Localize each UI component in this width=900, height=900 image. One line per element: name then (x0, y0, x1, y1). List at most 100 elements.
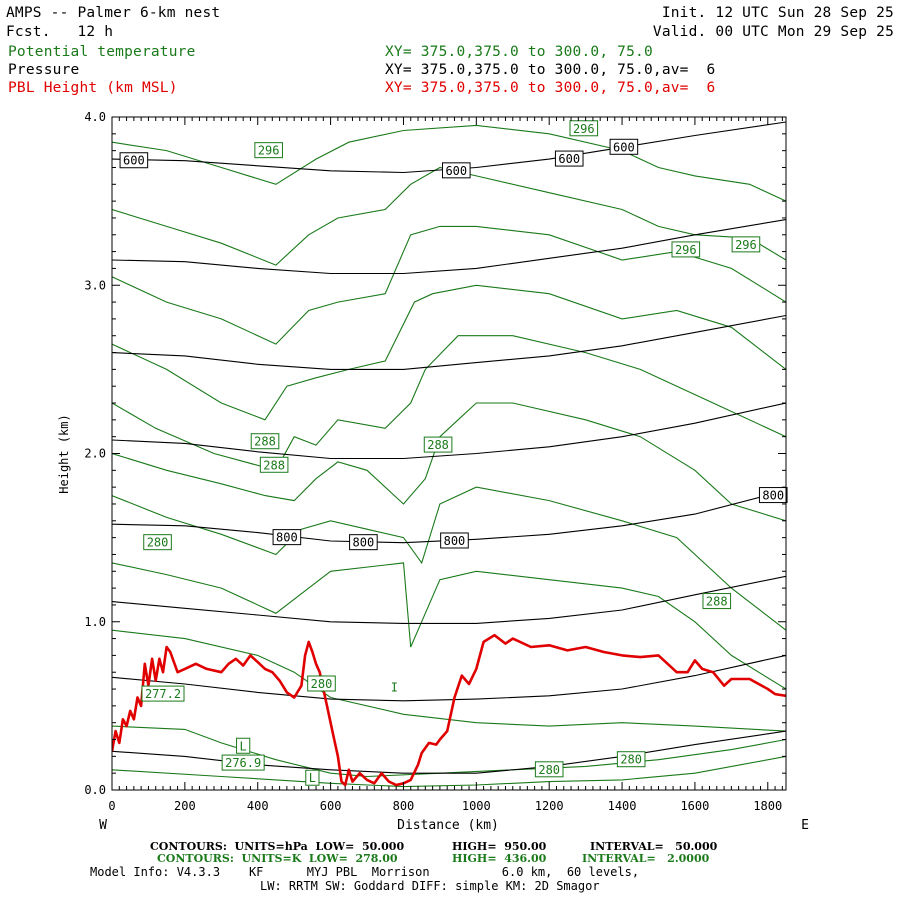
theta-label: 288 (254, 435, 276, 449)
field-xy-pbl: XY= 375.0,375.0 to 300.0, 75.0,av= 6 (385, 80, 716, 96)
pressure-label: 800 (353, 536, 375, 550)
theta-label: 296 (675, 243, 697, 257)
theta-label-box (671, 241, 701, 258)
theta-label: 296 (573, 122, 595, 136)
footer-theta-b: HIGH= 436.00 (452, 852, 547, 865)
pressure-contour-900 (112, 654, 786, 702)
valid-time: Valid. 00 UTC Mon 29 Sep 25 (652, 24, 894, 40)
footer-theta-c: INTERVAL= 2.0000 (582, 852, 710, 865)
x-tick-label: 400 (247, 799, 269, 813)
footer-pressure-c: INTERVAL= 50.000 (590, 840, 718, 853)
pressure-label: 800 (276, 531, 298, 545)
theta-label-box (259, 456, 289, 473)
footer-physics: LW: RRTM SW: Goddard DIFF: simple KM: 2D… (260, 879, 600, 893)
y-axis-label: Height (km) (57, 414, 71, 493)
theta-contour-294 (112, 225, 786, 345)
x-tick-label: 200 (174, 799, 196, 813)
x-tick-label: 1000 (462, 799, 491, 813)
theta-label: 296 (258, 144, 280, 158)
theta-label: 288 (263, 458, 285, 472)
theta-contour-288 (112, 402, 786, 522)
theta-label: 277.2 (145, 687, 181, 701)
pressure-label: 600 (123, 154, 145, 168)
theta-contour-296 (112, 166, 786, 266)
theta-contour-278 (112, 755, 786, 788)
field-label-theta: Potential temperature (8, 44, 196, 60)
x-tick-label: 1400 (608, 799, 637, 813)
theta-label-box (254, 142, 283, 159)
theta-label-box (534, 761, 564, 778)
theta-contour-298 (112, 124, 786, 202)
y-tick-label: 1.0 (84, 615, 106, 629)
pressure-label-box (119, 152, 149, 169)
x-east-label: E (801, 818, 809, 833)
theta-contour-282 (112, 629, 786, 732)
theta-label: 280 (620, 753, 642, 767)
theta-label: 280 (311, 677, 333, 691)
x-west-label: W (99, 818, 107, 833)
footer-model-info: Model Info: V4.3.3 KF MYJ PBL Morrison 6… (90, 865, 640, 879)
pressure-label: 800 (762, 489, 784, 503)
x-tick-label: 0 (108, 799, 115, 813)
pressure-contour-750 (112, 402, 786, 460)
theta-label-box (731, 236, 761, 253)
theta-label: I (391, 680, 398, 694)
pressure-contour-650 (112, 219, 786, 275)
theta-label: 288 (706, 595, 728, 609)
theta-label: 280 (538, 763, 560, 777)
x-axis-label: Distance (km) (397, 818, 499, 833)
x-tick-label: 600 (320, 799, 342, 813)
y-tick-label: 0.0 (84, 783, 106, 797)
pressure-label: 600 (445, 164, 467, 178)
theta-label: L (240, 739, 247, 753)
pressure-label-box (609, 138, 639, 155)
field-xy-theta: XY= 375.0,375.0 to 300.0, 75.0 (385, 44, 653, 60)
chart-title: AMPS -- Palmer 6-km nest (6, 5, 221, 21)
footer-pressure-a: CONTOURS: UNITS=hPa LOW= 50.000 (150, 840, 405, 853)
x-tick-label: 1200 (535, 799, 564, 813)
theta-label: 288 (427, 438, 449, 452)
field-label-pressure: Pressure (8, 62, 80, 78)
pressure-label: 600 (558, 152, 580, 166)
pressure-contour-950 (112, 730, 786, 774)
theta-label: 280 (147, 536, 169, 550)
footer-pressure-b: HIGH= 950.00 (452, 840, 547, 853)
x-tick-label: 1600 (680, 799, 709, 813)
theta-contour-286 (112, 486, 786, 631)
theta-label-box (569, 120, 599, 137)
theta-label-box (616, 751, 646, 768)
pressure-label: 800 (444, 534, 466, 548)
theta-label-box (423, 436, 453, 453)
x-tick-label: 1800 (753, 799, 782, 813)
pressure-label-box (441, 162, 471, 179)
pressure-contour-600 (112, 121, 786, 174)
theta-label-box (236, 737, 251, 754)
theta-label: 296 (735, 238, 757, 252)
pressure-label-box (554, 150, 584, 167)
y-tick-label: 2.0 (84, 447, 106, 461)
theta-label-box (702, 593, 732, 610)
theta-label: L (309, 771, 316, 785)
pressure-label-box (440, 532, 469, 549)
theta-contour-292 (112, 284, 786, 421)
x-tick-label: 800 (393, 799, 415, 813)
init-time: Init. 12 UTC Sun 28 Sep 25 (661, 5, 894, 21)
theta-label-box (307, 675, 336, 692)
forecast-hour: Fcst. 12 h (6, 24, 114, 40)
theta-label: 276.9 (225, 756, 261, 770)
pressure-contour-850 (112, 575, 786, 624)
pressure-contour-700 (112, 314, 786, 370)
field-xy-pressure: XY= 375.0,375.0 to 300.0, 75.0,av= 6 (385, 62, 716, 78)
theta-label-box (143, 534, 172, 551)
theta-contour-284 (112, 562, 786, 690)
pbl-height-line (112, 633, 786, 787)
theta-label-box (221, 754, 265, 771)
y-tick-label: 4.0 (84, 110, 106, 124)
theta-contour-290 (112, 335, 786, 471)
y-tick-label: 3.0 (84, 278, 106, 292)
pressure-label: 600 (613, 140, 635, 154)
pressure-label-box (349, 534, 378, 551)
pressure-contour-800 (112, 489, 786, 544)
pressure-label-box (758, 487, 788, 504)
